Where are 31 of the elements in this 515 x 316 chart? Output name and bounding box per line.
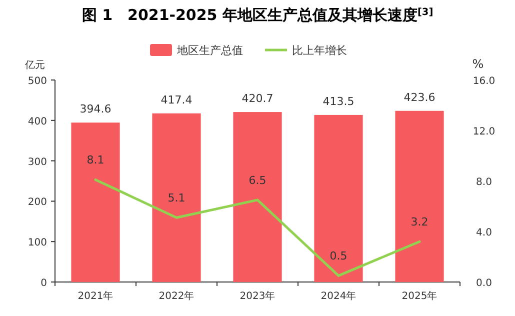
data-label: 3.2	[410, 216, 428, 229]
y-tick-label: 300	[28, 156, 47, 168]
legend-label: 比上年增长	[292, 44, 347, 57]
y2-tick-label: 16.0	[472, 76, 496, 87]
y2-axis-title: %	[472, 57, 484, 71]
data-label: 423.6	[404, 90, 436, 104]
y2-tick-label: 12.0	[472, 126, 496, 138]
chart-title: 图 1 2021-2025 年地区生产总值及其增长速度$^{[3]}$	[82, 6, 434, 24]
data-label: 420.7	[242, 92, 274, 106]
y-tick-label: 500	[28, 76, 47, 87]
data-label: 8.1	[86, 154, 104, 167]
data-label: 413.5	[322, 94, 354, 108]
data-label: 6.5	[248, 174, 266, 187]
x-tick-label: 2025年	[402, 290, 438, 302]
data-label: 0.5	[330, 250, 348, 263]
y-tick-label: 100	[28, 238, 47, 249]
y-tick-label: 200	[28, 197, 47, 208]
data-label: 417.4	[160, 93, 192, 106]
data-label: 394.6	[80, 102, 112, 116]
x-tick-label: 2022年	[158, 290, 194, 302]
y-axis-title: 亿元	[24, 60, 45, 71]
y2-tick-label: 8.0	[476, 177, 492, 188]
legend-label: 地区生产总值	[176, 44, 243, 57]
y-tick-label: 400	[28, 116, 47, 128]
y2-tick-label: 4.0	[476, 228, 492, 238]
data-label: 5.1	[168, 192, 186, 205]
x-tick-label: 2021年	[78, 290, 114, 302]
x-tick-label: 2024年	[320, 290, 356, 302]
y2-tick-label: 0.0	[476, 278, 492, 289]
x-tick-label: 2023年	[240, 290, 276, 302]
y-tick-label: 0	[40, 278, 47, 289]
